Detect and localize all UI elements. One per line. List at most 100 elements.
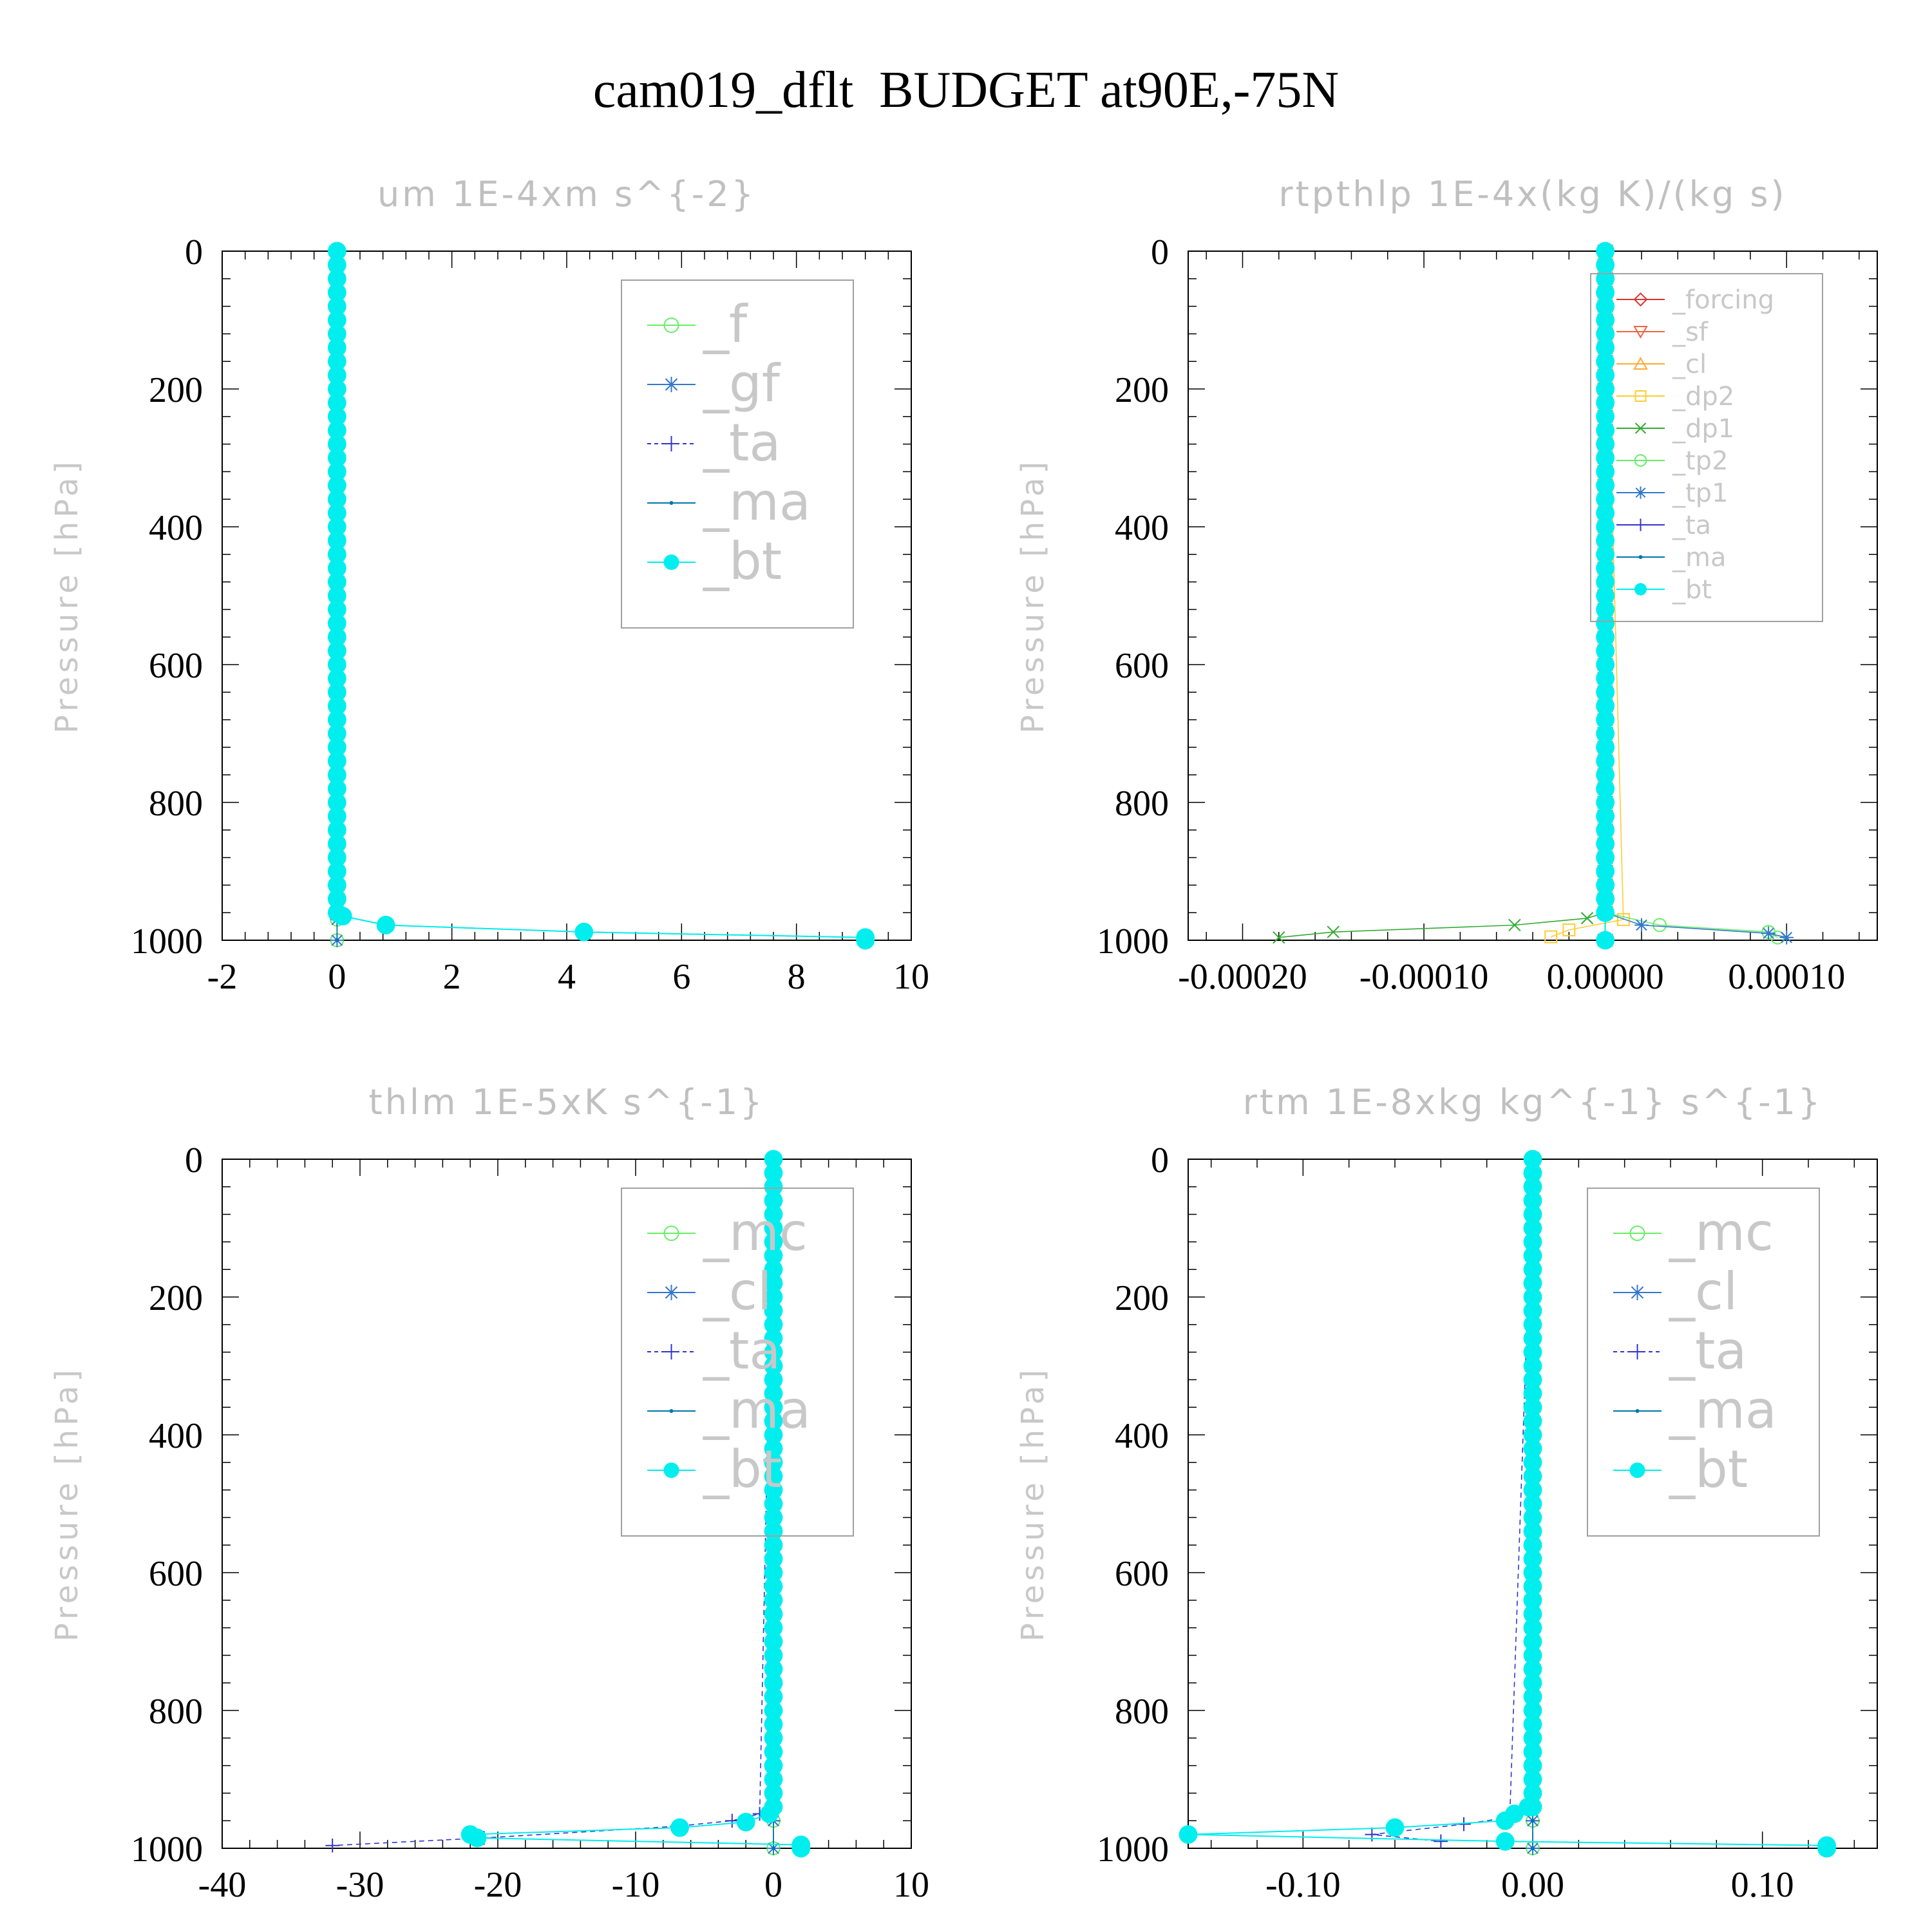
data-point [1523,1397,1542,1417]
y-tick-label: 200 [1115,370,1169,410]
data-point [1523,1742,1542,1761]
plot-frame [222,1159,912,1849]
y-tick-label: 800 [149,1692,203,1732]
data-point [764,1591,783,1610]
data-point [333,907,352,925]
data-point [1634,918,1649,933]
data-point [1523,1508,1542,1527]
data-point [327,765,346,784]
data-point [1596,683,1615,702]
data-point [764,1453,783,1472]
data-point [1523,1535,1542,1555]
data-point [1523,1481,1542,1500]
data-point [1531,1846,1535,1850]
data-point [1653,918,1667,933]
data-point [327,834,346,853]
x-tick-label: 0 [328,957,346,997]
series-bt [460,1150,811,1858]
page-title: cam019_dflt BUDGET at90E,-75N [592,62,1340,118]
series-line [332,1159,774,1846]
y-tick-label: 200 [149,1278,203,1318]
data-point [327,435,346,453]
series-bt [327,242,875,950]
x-tick-label: 0.10 [1731,1865,1794,1905]
data-point [764,1246,783,1265]
data-point [1596,379,1615,399]
y-tick-label: 400 [149,1416,203,1456]
data-point [1523,1756,1542,1776]
x-tick-label: 6 [672,957,690,997]
legend-marker [1629,1463,1645,1478]
legend-marker [1635,1409,1640,1413]
data-point [1523,1549,1542,1569]
data-point [764,1356,783,1376]
data-point [1523,1494,1542,1513]
data-point [1523,1770,1542,1789]
legend-marker [663,436,679,451]
y-tick-label: 1000 [131,922,203,961]
data-point [1523,1260,1542,1279]
data-point [1596,476,1615,495]
legend: _mc_cl_ta_ma_bt [621,1188,854,1537]
data-point [1596,889,1615,909]
data-point [1596,489,1615,509]
data-point [764,1687,783,1707]
data-point [1596,765,1615,784]
series-dp1 [1273,245,1612,944]
data-point [764,1549,783,1569]
data-point [1523,1632,1542,1651]
y-tick-label: 600 [1115,646,1169,686]
x-tick-label: 0.00 [1501,1865,1564,1905]
data-point [1523,1453,1542,1472]
legend-label: _ma [703,1380,811,1440]
data-point [1523,1274,1542,1293]
x-tick-label: -2 [207,957,238,997]
y-axis-label: Pressure [hPa] [1015,1366,1051,1642]
x-tick-label: -10 [612,1865,660,1905]
data-point [327,669,346,688]
data-point [1596,352,1615,371]
y-tick-label: 1000 [1097,922,1169,961]
chart-panel-1: -2 0 2 4 6 8 10 0 200 400 600 800 1000 um 1E-4xm s^{-… [49,174,929,997]
data-point [1616,913,1630,926]
data-point [327,379,346,399]
data-point [327,352,346,371]
data-point [1523,1343,1542,1362]
legend-label: _dp2 [1672,382,1734,412]
x-tick-label: -0.00020 [1178,957,1307,997]
data-point [1817,1839,1836,1858]
legend-label: _bt [1672,575,1712,605]
data-point [1523,1218,1542,1238]
data-point [327,545,346,564]
legend-marker [663,1344,679,1359]
x-tick-label: -30 [336,1865,384,1905]
data-point [764,1660,783,1679]
legend-label: _mc [703,1202,808,1262]
data-point [1596,586,1615,605]
data-point [1562,923,1576,936]
data-point [1544,930,1558,943]
x-tick-label: -20 [474,1865,522,1905]
data-point [1779,930,1794,945]
data-point [1523,1370,1542,1389]
data-point [1523,1577,1542,1596]
legend-marker [669,1409,674,1413]
data-point [327,586,346,605]
y-axis-label: Pressure [hPa] [49,458,85,734]
x-tick-label: 2 [443,957,461,997]
data-point [1523,1425,1542,1444]
legend-label: _forcing [1672,285,1774,315]
legend-label: _cl [1669,1262,1738,1321]
data-point [1523,1412,1542,1431]
legend-marker [1638,555,1643,559]
series-line [1278,251,1606,938]
x-tick-label: -0.10 [1265,1865,1341,1905]
data-point [1596,655,1615,674]
y-tick-label: 0 [1151,1141,1169,1180]
data-point [764,1646,783,1665]
data-point [1596,297,1615,316]
legend-marker [1629,1285,1645,1300]
data-point [1385,1818,1405,1837]
legend-label: _cl [1672,350,1707,379]
